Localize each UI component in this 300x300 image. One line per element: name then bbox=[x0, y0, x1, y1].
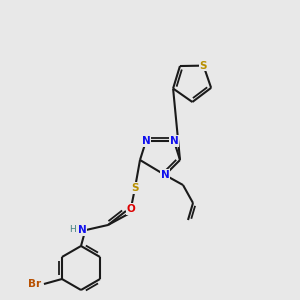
Text: N: N bbox=[78, 225, 86, 235]
Text: N: N bbox=[142, 136, 150, 146]
Text: Br: Br bbox=[28, 279, 41, 289]
Text: N: N bbox=[169, 136, 178, 146]
Text: H: H bbox=[70, 224, 76, 233]
Text: N: N bbox=[160, 170, 169, 180]
Text: O: O bbox=[127, 204, 135, 214]
Text: S: S bbox=[200, 61, 207, 70]
Text: S: S bbox=[131, 183, 139, 193]
